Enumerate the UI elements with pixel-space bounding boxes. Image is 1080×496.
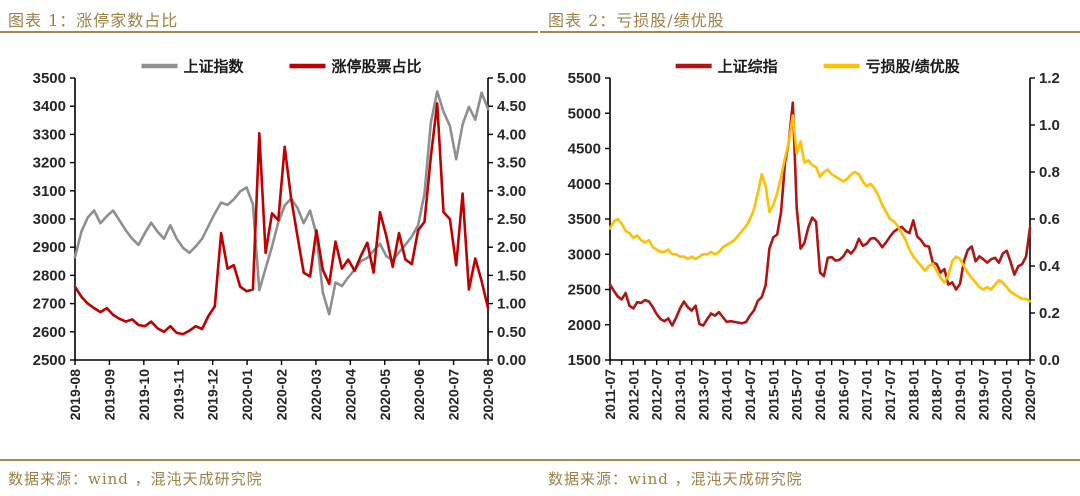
- right-axis-tick-label: 0.8: [1039, 164, 1060, 181]
- page-footer: 数据来源：wind ，混沌天成研究院 数据来源：wind ，混沌天成研究院: [0, 459, 1080, 496]
- right-axis-tick-label: 4.50: [497, 98, 526, 115]
- chart2-header: 图表 2：亏损股/绩优股: [540, 0, 1080, 33]
- right-axis-tick-label: 0.4: [1039, 258, 1061, 275]
- x-axis-tick-label: 2020-07: [446, 369, 462, 421]
- right-axis-tick-label: 1.50: [497, 267, 526, 284]
- right-axis-tick-label: 3.50: [497, 155, 526, 172]
- x-axis-tick-label: 2015-01: [765, 369, 781, 421]
- left-axis-tick-label: 2600: [33, 324, 66, 341]
- legend-item-1: 亏损股/绩优股: [823, 58, 961, 76]
- x-axis-tick-label: 2020-07: [1022, 369, 1038, 421]
- right-axis-tick-label: 4.00: [497, 126, 526, 143]
- legend-label: 上证综指: [718, 58, 778, 76]
- x-axis-tick-label: 2018-07: [929, 369, 945, 421]
- chart2-series-line-1: [608, 114, 1032, 303]
- x-axis-tick-label: 2012-01: [625, 369, 641, 421]
- x-axis-tick-label: 2020-02: [274, 369, 290, 421]
- x-axis-tick-label: 2019-12: [205, 369, 221, 421]
- x-axis-tick-label: 2020-04: [342, 369, 358, 421]
- legend-label: 涨停股票占比: [332, 58, 422, 76]
- x-axis-tick-label: 2020-06: [411, 369, 427, 421]
- x-axis-tick-label: 2012-07: [649, 369, 665, 421]
- chart1-series-line-0: [73, 90, 490, 316]
- left-axis-tick-label: 3500: [568, 211, 601, 228]
- x-axis-tick-label: 2017-01: [859, 369, 875, 421]
- right-axis-tick-label: 1.00: [497, 296, 526, 313]
- x-axis-tick-label: 2020-01: [239, 369, 255, 421]
- legend-item-0: 上证综指: [675, 58, 778, 76]
- left-axis-tick-label: 1500: [568, 352, 601, 369]
- left-axis-tick-label: 5500: [568, 70, 601, 87]
- legend-label: 亏损股/绩优股: [866, 58, 961, 76]
- right-axis-tick-label: 5.00: [497, 70, 526, 87]
- left-axis-tick-label: 2700: [33, 296, 66, 313]
- chart1-title: 图表 1：涨停家数占比: [8, 11, 179, 30]
- x-axis-tick-label: 2019-09: [101, 369, 117, 421]
- right-axis-tick-label: 0.2: [1039, 305, 1060, 322]
- x-axis-tick-label: 2014-07: [742, 369, 758, 421]
- right-axis-tick-label: 2.00: [497, 239, 526, 256]
- left-axis-tick-label: 4000: [568, 176, 601, 193]
- legend-label: 上证指数: [184, 58, 245, 76]
- x-axis-tick-label: 2016-07: [835, 369, 851, 421]
- right-axis-tick-label: 0.50: [497, 324, 526, 341]
- right-axis-tick-label: 3.00: [497, 183, 526, 200]
- x-axis-tick-label: 2019-07: [975, 369, 991, 421]
- x-axis-tick-label: 2011-07: [602, 369, 618, 420]
- chart1-data-source: 数据来源：wind ，混沌天成研究院: [8, 470, 263, 488]
- x-axis-tick-label: 2018-01: [905, 369, 921, 421]
- left-axis-tick-label: 3000: [33, 211, 66, 228]
- right-axis-tick-label: 2.50: [497, 211, 526, 228]
- chart1-header: 图表 1：涨停家数占比: [0, 0, 538, 33]
- legend-item-1: 涨停股票占比: [289, 58, 422, 76]
- left-axis-tick-label: 5000: [568, 105, 601, 122]
- x-axis-tick-label: 2014-01: [719, 369, 735, 421]
- right-axis-tick-label: 1.0: [1039, 117, 1060, 134]
- chart2-series-line-0: [608, 101, 1032, 327]
- chart1-canvas: 3500 3400 3300 3200 3100 3000 2900 2800 2700 2600…: [33, 58, 527, 421]
- x-axis-tick-label: 2015-07: [789, 369, 805, 421]
- x-axis-tick-label: 2019-01: [952, 369, 968, 421]
- left-axis-tick-label: 2900: [33, 239, 66, 256]
- x-axis-tick-label: 2019-10: [136, 369, 152, 421]
- chart1-series-line-1: [73, 102, 490, 336]
- legend-item-0: 上证指数: [141, 58, 245, 76]
- x-axis-tick-label: 2019-11: [170, 369, 186, 420]
- x-axis-tick-label: 2013-07: [695, 369, 711, 421]
- left-axis-tick-label: 2800: [33, 267, 66, 284]
- left-axis-tick-label: 3000: [568, 246, 601, 263]
- chart2-title: 图表 2：亏损股/绩优股: [548, 11, 725, 30]
- right-axis-tick-label: 0.6: [1039, 211, 1060, 228]
- chart2-canvas: 5500 5000 4500 4000 3500 3000 2500 2000 1500 1.2 1…: [568, 58, 1061, 421]
- x-axis-tick-label: 2020-05: [377, 369, 393, 421]
- left-axis-tick-label: 3200: [33, 155, 66, 172]
- right-axis-tick-label: 1.2: [1039, 70, 1060, 87]
- left-axis-tick-label: 3500: [33, 70, 66, 87]
- left-axis-tick-label: 3100: [33, 183, 66, 200]
- left-axis-tick-label: 3300: [33, 126, 66, 143]
- x-axis-tick-label: 2020-03: [308, 369, 324, 421]
- x-axis-tick-label: 2013-01: [672, 369, 688, 421]
- chart2-data-source: 数据来源：wind ，混沌天成研究院: [548, 470, 803, 488]
- x-axis-tick-label: 2020-08: [480, 369, 496, 421]
- x-axis-tick-label: 2016-01: [812, 369, 828, 421]
- right-axis-tick-label: 0.00: [497, 352, 526, 369]
- left-axis-tick-label: 3400: [33, 98, 66, 115]
- left-axis-tick-label: 2500: [33, 352, 66, 369]
- left-axis-tick-label: 2000: [568, 317, 601, 334]
- x-axis-tick-label: 2017-07: [882, 369, 898, 421]
- x-axis-tick-label: 2020-01: [999, 369, 1015, 421]
- left-axis-tick-label: 4500: [568, 141, 601, 158]
- x-axis-tick-label: 2019-08: [67, 369, 83, 421]
- right-axis-tick-label: 0.0: [1039, 352, 1060, 369]
- left-axis-tick-label: 2500: [568, 282, 601, 299]
